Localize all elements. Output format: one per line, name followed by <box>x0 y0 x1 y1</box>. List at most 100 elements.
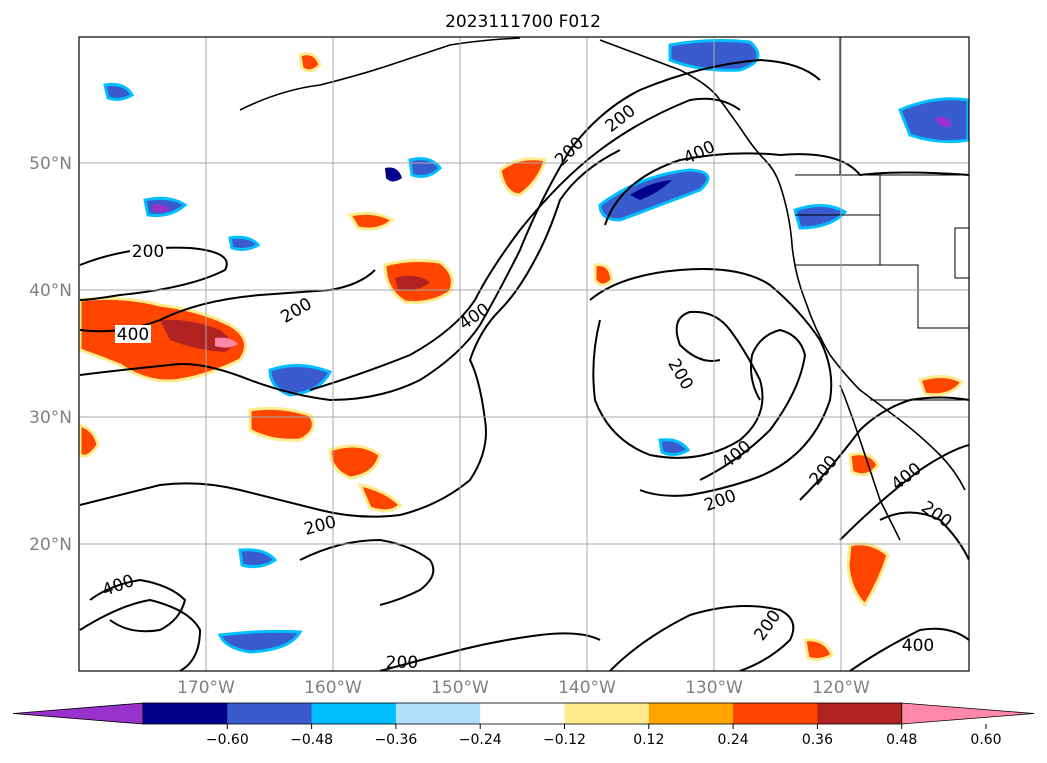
red-blob-baja2 <box>848 452 880 477</box>
colorbar-swatch <box>480 703 565 724</box>
colorbar-tick-label: 0.36 <box>802 732 833 748</box>
colorbar-swatches <box>12 702 1035 725</box>
map-panel: 200 400 200 400 200 200 400 400 200 400 … <box>78 36 970 673</box>
colorbar-tick-label: −0.48 <box>290 732 333 748</box>
baja-peninsula <box>839 384 901 541</box>
north-american-coast <box>599 39 966 491</box>
darkred-core <box>160 319 232 352</box>
colorbar-swatch <box>648 703 734 724</box>
navy-core-n <box>385 167 402 182</box>
lon-label-120w: 120°W <box>812 678 870 698</box>
red-blob-edge <box>79 423 100 458</box>
purple-core-nw <box>152 204 170 212</box>
colorbar-tick-label: 0.12 <box>633 732 664 748</box>
colorbar-tick-label: −0.60 <box>206 732 249 748</box>
colorbar-tick-label: 0.24 <box>718 732 749 748</box>
colorbar-ticks: −0.60 −0.48 −0.36 −0.24 −0.12 0.12 0.24 0.36 0.4… <box>206 724 1002 748</box>
contour-200-sw-loop <box>79 598 202 671</box>
red-blob-sw <box>248 406 315 442</box>
blue-blob-canada <box>898 97 969 144</box>
contour-label: 200 <box>386 653 418 673</box>
red-blob-s <box>328 444 382 480</box>
lon-label-160w: 160°W <box>304 678 362 698</box>
lon-label-130w: 130°W <box>685 678 743 698</box>
state-box <box>954 227 969 279</box>
red-blob-north <box>498 157 547 197</box>
colorbar-tick-label: 0.48 <box>886 732 917 748</box>
blue-blob-sub <box>658 438 691 457</box>
purple-core-canada <box>935 117 952 127</box>
colorbar-extend-min <box>12 702 144 725</box>
contour-400-upper <box>604 152 969 226</box>
negative-anomaly-fills <box>103 39 969 654</box>
contour-200-sw <box>79 149 621 518</box>
contour-lines <box>79 58 969 671</box>
political-boundaries <box>795 37 969 401</box>
contour-label: 400 <box>902 636 934 656</box>
blue-blob-mid <box>228 235 261 251</box>
contour-label: 200 <box>132 242 164 262</box>
longitude-labels: 170°W 160°W 150°W 140°W 130°W 120°W <box>177 678 870 698</box>
contour-200-main <box>79 58 821 402</box>
contour-200-inner <box>592 310 764 459</box>
blue-blob-pnw <box>793 204 848 230</box>
colorbar-swatch <box>817 703 903 724</box>
colorbar-swatch <box>564 703 650 724</box>
blue-band-north <box>598 168 710 222</box>
colorbar-swatch <box>143 703 228 724</box>
lat-label-50n: 50°N <box>29 154 72 174</box>
red-blob-mid <box>593 263 614 287</box>
colorbar-swatch <box>395 703 481 724</box>
blue-blob-aleut <box>103 83 135 101</box>
red-blob-baja <box>846 542 890 608</box>
red-blob-west <box>79 296 248 383</box>
colorbar-frame <box>142 702 903 725</box>
colorbar-swatch <box>733 703 818 724</box>
red-blob-mexico <box>803 638 834 661</box>
gridlines <box>79 37 969 671</box>
colorbar-tick-label: 0.60 <box>970 732 1001 748</box>
red-blob-sw-us <box>918 375 965 397</box>
contour-200-se <box>879 511 969 561</box>
contour-label: 400 <box>117 325 149 345</box>
contour-400-sw-loop <box>89 578 187 633</box>
lon-label-140w: 140°W <box>558 678 616 698</box>
lat-label-30n: 30°N <box>29 408 72 428</box>
colorbar: −0.60 −0.48 −0.36 −0.24 −0.12 0.12 0.24 0.36 0.4… <box>12 702 1035 748</box>
map-content: 200 400 200 400 200 200 400 400 200 400 … <box>79 37 969 673</box>
contour-400-east <box>839 444 969 541</box>
lat-label-40n: 40°N <box>29 281 72 301</box>
contour-200-sub <box>299 538 435 606</box>
aleutian-chain <box>239 37 521 111</box>
map-frame <box>78 36 970 672</box>
blue-blob-s2 <box>238 548 278 569</box>
contour-400-main <box>309 97 741 391</box>
contour-label-bg <box>115 325 151 343</box>
colorbar-tick-label: −0.36 <box>374 732 417 748</box>
red-blob-s2 <box>357 482 403 513</box>
pink-core <box>215 337 238 348</box>
latitude-labels: 50°N 40°N 30°N 20°N <box>29 154 72 555</box>
colorbar-swatch <box>311 703 397 724</box>
contour-200-south <box>609 605 795 671</box>
contour-400-se <box>849 627 969 671</box>
lat-label-20n: 20°N <box>29 535 72 555</box>
lon-label-150w: 150°W <box>431 678 489 698</box>
navy-core <box>630 180 672 200</box>
colorbar-extend-max <box>901 702 1035 725</box>
contour-label-bg <box>130 242 166 260</box>
red-blob-aleut <box>298 52 322 73</box>
lon-label-170w: 170°W <box>177 678 235 698</box>
red-blob-nw <box>347 211 395 231</box>
positive-anomaly-fills <box>79 52 965 661</box>
map-title: 2023111700 F012 <box>445 12 601 32</box>
colorbar-tick-label: −0.24 <box>459 732 502 748</box>
contour-200-bottom <box>379 632 601 671</box>
darkred-central <box>395 275 430 291</box>
coastlines <box>239 37 966 541</box>
colorbar-tick-label: −0.12 <box>543 732 586 748</box>
contour-400-low <box>699 328 807 481</box>
blue-blob-south <box>217 629 303 654</box>
colorbar-swatch <box>227 703 313 724</box>
